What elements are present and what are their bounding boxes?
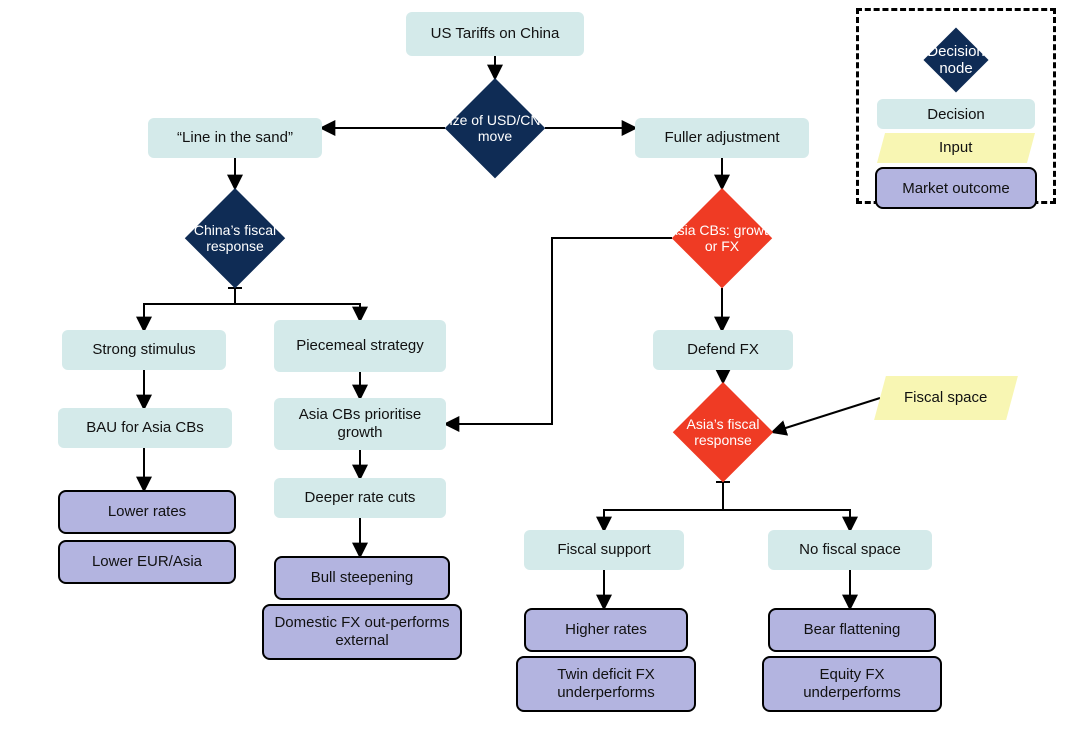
node-lowerEurAsia-label: Lower EUR/Asia — [86, 553, 208, 571]
node-piecemeal-label: Piecemeal strategy — [290, 337, 430, 355]
node-fiscalSupport: Fiscal support — [524, 530, 684, 570]
node-asiaFiscal-label: Asia’s fiscal response — [668, 416, 778, 448]
edge-8 — [446, 238, 672, 424]
legend-input-row: Input — [869, 133, 1043, 163]
node-deeperCuts: Deeper rate cuts — [274, 478, 446, 518]
node-bauCBs-label: BAU for Asia CBs — [80, 419, 210, 437]
node-chinaFiscal: China’s fiscal response — [185, 188, 285, 288]
node-domFX-label: Domestic FX out-performs external — [264, 614, 460, 650]
node-twinDef-label: Twin deficit FX underperforms — [518, 666, 694, 702]
node-domFX: Domestic FX out-performs external — [262, 604, 462, 660]
legend-decision-box: Decision — [877, 99, 1035, 129]
edge-17 — [723, 482, 850, 530]
node-bearFlat: Bear flattening — [768, 608, 936, 652]
node-fiscalSupport-label: Fiscal support — [551, 541, 656, 559]
node-tariffs: US Tariffs on China — [406, 12, 584, 56]
legend-outcome-box: Market outcome — [875, 167, 1037, 209]
legend-outcome-label: Market outcome — [902, 180, 1010, 197]
edge-5 — [144, 288, 235, 330]
node-lineSand: “Line in the sand” — [148, 118, 322, 158]
node-equityFX: Equity FX underperforms — [762, 656, 942, 712]
node-sizeMove-label: Size of USD/CNY move — [440, 112, 550, 144]
node-fiscalSpaceIn: Fiscal space — [874, 376, 1018, 420]
node-higherRates-label: Higher rates — [559, 621, 653, 639]
legend-input-label: Input — [939, 139, 972, 157]
node-asiaCBsGrowFX: Asia CBs: growth or FX — [672, 188, 772, 288]
node-chinaFiscal-label: China’s fiscal response — [180, 222, 290, 254]
node-cbsPriGrowth-label: Asia CBs prioritise growth — [274, 406, 446, 442]
node-defendFX: Defend FX — [653, 330, 793, 370]
node-bullSteep: Bull steepening — [274, 556, 450, 600]
edge-6 — [235, 288, 360, 320]
node-bearFlat-label: Bear flattening — [798, 621, 907, 639]
node-defendFX-label: Defend FX — [681, 341, 765, 359]
legend-diamond-label: Decision node — [916, 43, 996, 77]
node-cbsPriGrowth: Asia CBs prioritise growth — [274, 398, 446, 450]
flowchart-stage: Decision node Decision Input Market outc… — [0, 0, 1072, 748]
legend-outcome-row: Market outcome — [869, 167, 1043, 209]
node-sizeMove: Size of USD/CNY move — [445, 78, 545, 178]
node-deeperCuts-label: Deeper rate cuts — [299, 489, 422, 507]
node-fiscalSpaceIn-label: Fiscal space — [904, 389, 987, 407]
node-higherRates: Higher rates — [524, 608, 688, 652]
legend-input-box: Input — [877, 133, 1035, 163]
node-asiaCBsGrowFX-label: Asia CBs: growth or FX — [667, 222, 777, 254]
legend-box: Decision node Decision Input Market outc… — [856, 8, 1056, 204]
node-bullSteep-label: Bull steepening — [305, 569, 420, 587]
node-noFiscalSpace-label: No fiscal space — [793, 541, 907, 559]
node-twinDef: Twin deficit FX underperforms — [516, 656, 696, 712]
node-equityFX-label: Equity FX underperforms — [764, 666, 940, 702]
edge-15 — [773, 398, 880, 432]
node-asiaFiscal: Asia’s fiscal response — [673, 382, 773, 482]
node-strongStim: Strong stimulus — [62, 330, 226, 370]
node-lowerEurAsia: Lower EUR/Asia — [58, 540, 236, 584]
node-fullerAdj-label: Fuller adjustment — [658, 129, 785, 147]
node-bauCBs: BAU for Asia CBs — [58, 408, 232, 448]
node-tariffs-label: US Tariffs on China — [425, 25, 566, 43]
node-lowerRates-label: Lower rates — [102, 503, 192, 521]
legend-decision-row: Decision — [869, 99, 1043, 129]
legend-diamond-row: Decision node — [869, 25, 1043, 95]
node-lowerRates: Lower rates — [58, 490, 236, 534]
node-lineSand-label: “Line in the sand” — [171, 129, 299, 147]
edge-16 — [604, 482, 723, 530]
node-strongStim-label: Strong stimulus — [86, 341, 201, 359]
node-fullerAdj: Fuller adjustment — [635, 118, 809, 158]
node-piecemeal: Piecemeal strategy — [274, 320, 446, 372]
node-noFiscalSpace: No fiscal space — [768, 530, 932, 570]
legend-decision-label: Decision — [927, 106, 985, 123]
